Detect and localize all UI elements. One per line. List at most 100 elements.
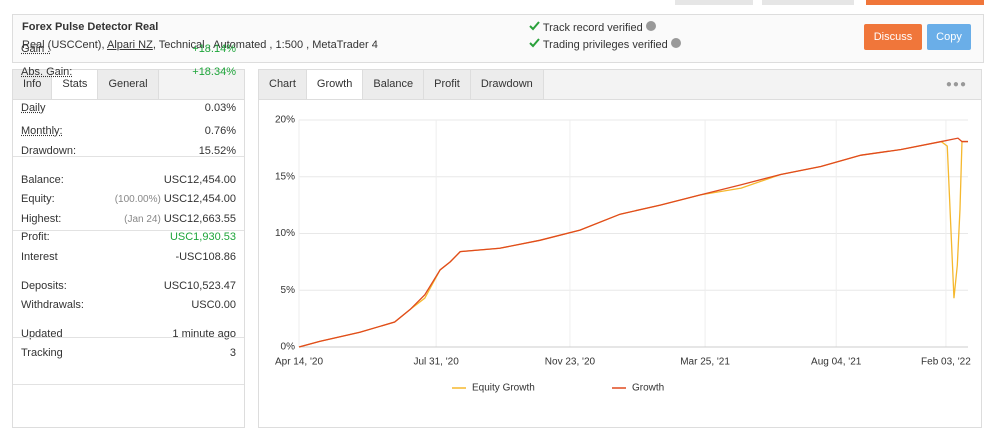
stat-label: Equity: bbox=[21, 193, 55, 205]
tab[interactable]: Chart bbox=[259, 70, 307, 99]
stat-row: Daily 0.03% bbox=[21, 102, 236, 114]
stat-label: Highest: bbox=[21, 213, 62, 225]
stat-value-wrap: 3 bbox=[230, 347, 236, 359]
stat-label: Deposits: bbox=[21, 280, 67, 292]
stat-value: +18.34% bbox=[192, 66, 236, 78]
separator bbox=[13, 384, 244, 385]
stat-value-wrap: (100.00%) USC12,454.00 bbox=[115, 193, 236, 205]
stat-value-wrap: +18.34% bbox=[192, 66, 236, 78]
broker-link[interactable]: Alpari NZ bbox=[106, 39, 153, 51]
tab[interactable]: General bbox=[98, 70, 159, 99]
tab-bar: Chart Growth Balance Profit Drawdown bbox=[259, 70, 981, 100]
stat-value-wrap: -USC108.86 bbox=[175, 251, 236, 263]
stat-value: USC12,454.00 bbox=[163, 193, 236, 205]
stat-value: 3 bbox=[229, 347, 236, 359]
stat-row: Gain : +18.14% bbox=[21, 43, 236, 55]
series-line bbox=[298, 140, 968, 348]
chart-panel: Chart Growth Balance Profit Drawdown ●●● bbox=[258, 69, 982, 428]
stat-value-wrap: USC10,523.47 bbox=[164, 280, 236, 292]
check bbox=[529, 38, 540, 48]
stat-label: Interest bbox=[21, 251, 58, 263]
stat-value: 1 minute ago bbox=[172, 328, 236, 340]
top-button[interactable] bbox=[762, 0, 854, 5]
y-tick-label: 15% bbox=[275, 171, 295, 182]
stat-row: Abs. Gain: +18.34% bbox=[21, 66, 236, 78]
separator bbox=[13, 156, 244, 157]
series-line bbox=[298, 137, 968, 348]
discuss-button[interactable]: Discuss bbox=[864, 24, 922, 50]
y-tick-label: 20% bbox=[275, 115, 295, 126]
stat-value: USC10,523.47 bbox=[163, 280, 236, 292]
stat-row: Monthly: 0.76% bbox=[21, 125, 236, 137]
stat-row: Drawdown: 15.52% bbox=[21, 145, 236, 157]
chart: 0% 5% 10% 15% 20% Apr 14, '20 Jul 31, '20 Nov 2… bbox=[275, 115, 971, 394]
x-tick-label: Aug 04, '21 bbox=[811, 357, 862, 368]
verified: Track record verified bbox=[529, 21, 656, 34]
tab[interactable]: Stats bbox=[52, 70, 99, 99]
header: Forex Pulse Detector Real Real (USCCent)… bbox=[12, 14, 984, 63]
tab[interactable]: Growth bbox=[306, 70, 364, 99]
x-tick-label: Feb 03, '22 bbox=[921, 357, 971, 368]
top-button[interactable] bbox=[866, 0, 984, 5]
separator bbox=[13, 230, 244, 231]
stat-value-wrap: 15.52% bbox=[199, 145, 236, 157]
stat-value: 0.76% bbox=[204, 125, 236, 137]
x-tick-label: Nov 23, '20 bbox=[545, 357, 596, 368]
stat-value: USC12,663.55 bbox=[163, 213, 236, 225]
stat-label: Withdrawals: bbox=[21, 299, 84, 311]
stat-label: Monthly: bbox=[21, 125, 63, 137]
stat-value: 15.52% bbox=[198, 145, 236, 157]
stat-row: Equity: (100.00%) USC12,454.00 bbox=[21, 193, 236, 205]
y-tick-label: 10% bbox=[275, 228, 295, 239]
stat-label: Abs. Gain: bbox=[21, 66, 73, 78]
top-button[interactable] bbox=[675, 0, 753, 5]
stats-panel: Info Stats General Gain : +18.14% Abs. Gain:… bbox=[12, 43, 245, 428]
stat-value-wrap: 0.03% bbox=[205, 102, 236, 114]
stat-value: -USC108.86 bbox=[175, 251, 236, 263]
legend-label[interactable]: Equity Growth bbox=[472, 383, 535, 394]
y-tick-label: 5% bbox=[281, 285, 296, 296]
stats-list: Gain : +18.14% Abs. Gain: +18.34% Daily 0.03%… bbox=[13, 43, 244, 427]
legend-label[interactable]: Growth bbox=[632, 383, 664, 394]
x-tick-label: Jul 31, '20 bbox=[414, 357, 460, 368]
stat-label: Updated bbox=[21, 328, 63, 340]
stat-value: USC1,930.53 bbox=[169, 231, 236, 243]
menu-icon[interactable]: ●●● bbox=[945, 79, 967, 90]
stat-label: Daily bbox=[21, 102, 46, 114]
tab[interactable]: Info bbox=[13, 70, 53, 99]
stat-label: Balance: bbox=[21, 174, 64, 186]
copy-button[interactable]: Copy bbox=[927, 24, 971, 50]
stat-note: (Jan 24) bbox=[124, 214, 161, 225]
stat-row: Interest -USC108.86 bbox=[21, 251, 236, 263]
tab-bar: Info Stats General bbox=[13, 70, 244, 100]
info-icon[interactable] bbox=[670, 38, 681, 48]
stat-label: Profit: bbox=[21, 231, 50, 243]
stat-row: Withdrawals: USC0.00 bbox=[21, 299, 236, 311]
check bbox=[529, 21, 540, 31]
text: , Technical , Automated , 1:500 , MetaTr… bbox=[152, 39, 378, 51]
x-tick-label: Apr 14, '20 bbox=[275, 357, 323, 368]
stat-label: Tracking bbox=[21, 347, 63, 359]
tab[interactable]: Drawdown bbox=[470, 70, 544, 99]
stat-value: +18.14% bbox=[192, 43, 236, 55]
text: Track record verified bbox=[542, 22, 643, 34]
stat-row: Updated 1 minute ago bbox=[21, 328, 236, 340]
stat-label: Gain : bbox=[21, 43, 51, 55]
separator bbox=[13, 337, 244, 338]
stat-value: USC12,454.00 bbox=[163, 174, 236, 186]
stat-label: Drawdown: bbox=[21, 145, 77, 157]
stat-value-wrap: 1 minute ago bbox=[172, 328, 236, 340]
stat-row: Profit: USC1,930.53 bbox=[21, 231, 236, 243]
text: Real (USCCent), bbox=[22, 39, 105, 51]
stat-value-wrap: USC1,930.53 bbox=[170, 231, 236, 243]
tab[interactable]: Balance bbox=[363, 70, 425, 99]
stat-value-wrap: USC12,454.00 bbox=[164, 174, 236, 186]
x-tick-label: Mar 25, '21 bbox=[680, 357, 730, 368]
stat-value-wrap: USC0.00 bbox=[191, 299, 236, 311]
y-tick-label: 0% bbox=[281, 342, 296, 353]
tab[interactable]: Profit bbox=[424, 70, 471, 99]
info-icon[interactable] bbox=[645, 21, 656, 31]
stat-value-wrap: (Jan 24) USC12,663.55 bbox=[124, 213, 236, 225]
stat-row: Balance: USC12,454.00 bbox=[21, 174, 236, 186]
